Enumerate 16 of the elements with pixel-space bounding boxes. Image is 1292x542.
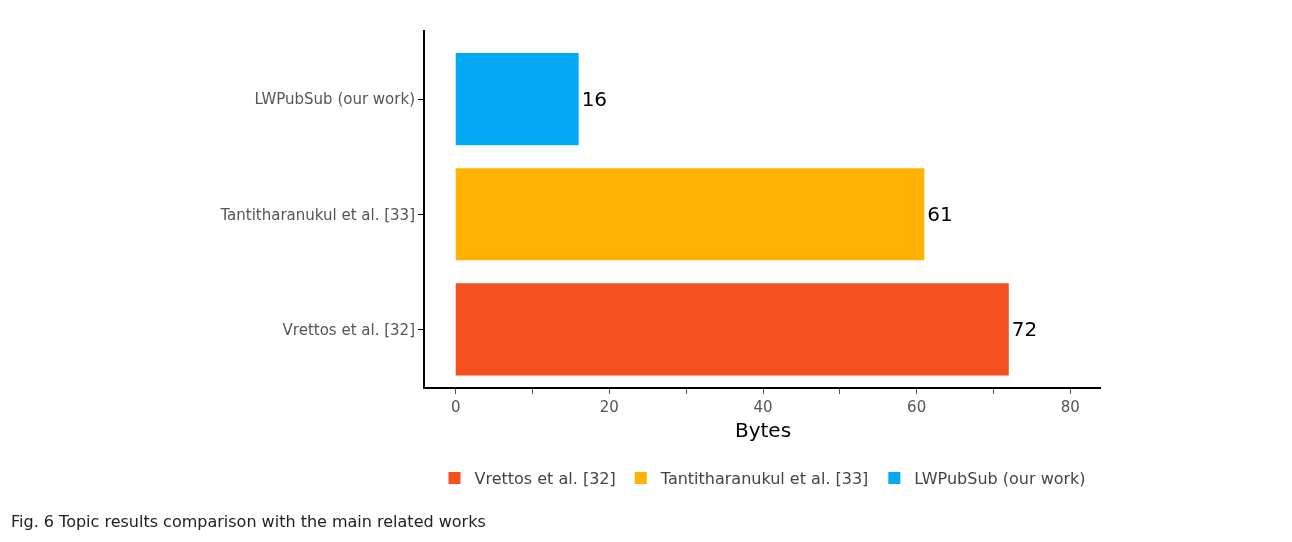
data-label: 72 xyxy=(1011,317,1038,342)
x-tick-label: 0 xyxy=(450,398,461,416)
caption: Fig. 6 Topic results comparison with the main related works xyxy=(11,512,486,531)
x-tick-label: 80 xyxy=(1060,398,1080,416)
data-label: 16 xyxy=(581,87,608,112)
legend-label: Tantitharanukul et al. [33] xyxy=(659,469,869,489)
legend-label: LWPubSub (our work) xyxy=(914,469,1086,489)
y-tick-label: Tantitharanukul et al. [33] xyxy=(219,205,415,224)
y-tick-label: Vrettos et al. [32] xyxy=(282,320,415,339)
x-axis-title: Bytes xyxy=(734,418,792,442)
x-tick-label: 60 xyxy=(907,398,927,416)
y-tick-label: LWPubSub (our work) xyxy=(254,90,415,109)
legend-label: Vrettos et al. [32] xyxy=(474,469,616,489)
x-tick-label: 40 xyxy=(753,398,773,416)
data-label: 61 xyxy=(927,202,953,227)
x-tick-label: 20 xyxy=(599,398,619,416)
